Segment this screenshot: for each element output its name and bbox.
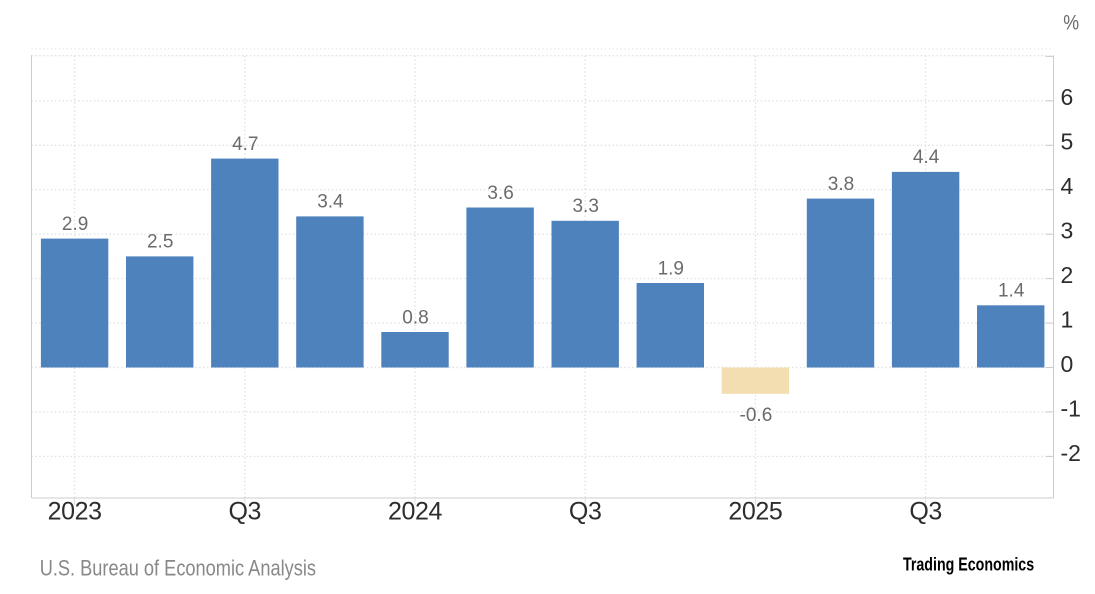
svg-text:2.9: 2.9 <box>62 214 88 235</box>
svg-text:3.6: 3.6 <box>487 183 513 204</box>
svg-text:Q3: Q3 <box>569 498 602 526</box>
svg-text:5: 5 <box>1061 129 1074 155</box>
svg-text:3: 3 <box>1061 218 1074 244</box>
svg-text:4.7: 4.7 <box>232 134 258 155</box>
svg-text:%: % <box>1063 11 1079 35</box>
svg-text:3.8: 3.8 <box>828 174 854 195</box>
svg-text:2: 2 <box>1061 262 1074 288</box>
svg-text:1: 1 <box>1061 307 1074 333</box>
svg-text:3.3: 3.3 <box>572 196 598 217</box>
svg-text:0: 0 <box>1061 351 1074 377</box>
svg-text:4: 4 <box>1061 173 1074 199</box>
svg-text:-1: -1 <box>1061 395 1081 421</box>
svg-text:Trading Economics: Trading Economics <box>903 555 1034 575</box>
svg-text:2024: 2024 <box>388 498 443 526</box>
svg-text:-2: -2 <box>1061 440 1081 466</box>
svg-text:6: 6 <box>1061 84 1074 110</box>
svg-text:1.9: 1.9 <box>658 258 684 279</box>
svg-text:2025: 2025 <box>728 498 782 526</box>
svg-text:U.S. Bureau of Economic Analys: U.S. Bureau of Economic Analysis <box>40 557 316 581</box>
svg-text:Q3: Q3 <box>909 498 942 526</box>
svg-text:3.4: 3.4 <box>317 192 344 213</box>
svg-text:2023: 2023 <box>48 498 102 526</box>
svg-text:1.4: 1.4 <box>998 281 1025 302</box>
svg-text:2.5: 2.5 <box>147 232 173 253</box>
svg-text:Q3: Q3 <box>229 498 262 526</box>
svg-text:4.4: 4.4 <box>913 147 940 168</box>
svg-text:-0.6: -0.6 <box>740 405 773 426</box>
svg-text:0.8: 0.8 <box>402 307 428 328</box>
